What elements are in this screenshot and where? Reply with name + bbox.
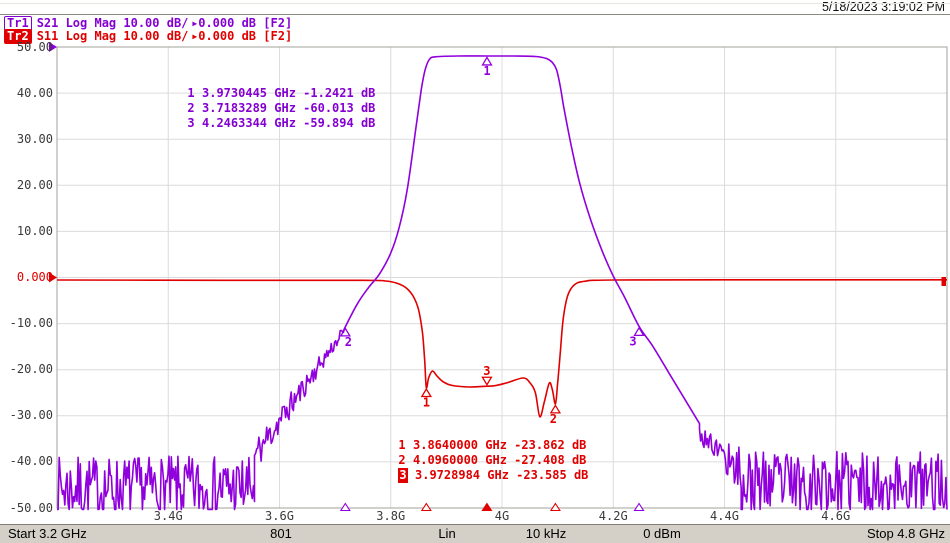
reference-arrow-icon: ▶ [192, 32, 198, 41]
axis-marker-icon[interactable] [481, 502, 493, 512]
marker-value-text: 3.8640000 GHz -23.862 dB [413, 438, 587, 452]
trace2-ref-value: 0.000 dB [198, 29, 257, 43]
trace1-header[interactable]: Tr1 S21 Log Mag 10.00 dB/▶0.000 dB [F2] [4, 16, 293, 31]
y-axis-label: -50.00 [9, 500, 53, 515]
trace2-header[interactable]: Tr2 S11 Log Mag 10.00 dB/▶0.000 dB [F2] [4, 29, 293, 44]
marker-s21-3[interactable]: 3 [629, 326, 645, 349]
y-axis-label: 50.00 [16, 39, 53, 54]
trace1-measure-label: S21 Log Mag 10.00 dB/ [36, 16, 189, 30]
trace2-id-badge[interactable]: Tr2 [4, 29, 32, 44]
x-axis-label: 4G [494, 509, 510, 523]
trace1-format: [F2] [263, 16, 293, 30]
x-axis-label: 3.8G [376, 509, 406, 523]
x-axis-label: 3.6G [265, 509, 294, 523]
svg-text:3: 3 [629, 334, 636, 348]
header-separator [0, 14, 950, 15]
marker-readout-row: 3 4.2463344 GHz -59.894 dB [187, 116, 375, 131]
trace-s21 [57, 55, 948, 511]
window-top-edge [0, 3, 950, 4]
marker-value-text: 4.2463344 GHz -59.894 dB [202, 116, 376, 130]
axis-marker-icon[interactable] [549, 502, 561, 512]
marker-number: 3 [187, 116, 195, 130]
x-axis-label: 4.2G [598, 509, 628, 523]
y-axis-label: -20.00 [9, 362, 53, 377]
marker-s11-3[interactable]: 3 [481, 364, 493, 386]
s21-marker-readout: 1 3.9730445 GHz -1.2421 dB 2 3.7183289 GHz … [187, 86, 375, 131]
marker-s21-2[interactable]: 2 [339, 327, 352, 349]
svg-text:2: 2 [345, 335, 352, 349]
y-axis-label: 40.00 [16, 85, 53, 100]
svg-text:1: 1 [423, 396, 430, 410]
output-power[interactable]: 0 dBm [643, 526, 681, 541]
marker-readout-row: 3 3.9728984 GHz -23.585 dB [398, 468, 588, 483]
marker-readout-row: 2 3.7183289 GHz -60.013 dB [187, 101, 375, 116]
marker-s11-2[interactable]: 2 [549, 404, 562, 426]
reference-level-arrow-icon[interactable] [49, 272, 57, 283]
s11-trace-end-tick [941, 277, 946, 286]
marker-value-text: 3.9730445 GHz -1.2421 dB [202, 86, 376, 100]
trace2-format: [F2] [263, 29, 293, 43]
marker-s11-1[interactable]: 1 [420, 387, 432, 410]
sweep-points[interactable]: 801 [270, 526, 292, 541]
marker-number: 2 [187, 101, 195, 115]
start-frequency[interactable]: Start 3.2 GHz [8, 526, 87, 541]
y-axis-label: -40.00 [9, 454, 53, 469]
sweep-type[interactable]: Lin [438, 526, 456, 541]
x-axis-label: 4.4G [710, 509, 739, 523]
axis-marker-icon[interactable] [633, 502, 645, 512]
stop-frequency[interactable]: Stop 4.8 GHz [866, 526, 945, 541]
marker-number: 2 [398, 453, 406, 467]
marker-value-text: 4.0960000 GHz -27.408 dB [413, 453, 587, 467]
y-axis-label: 10.00 [16, 223, 53, 238]
y-axis-label: 0.000 [16, 270, 53, 284]
y-axis-label: -30.00 [9, 408, 53, 423]
axis-marker-icon[interactable] [339, 502, 351, 512]
active-marker-number-badge: 3 [398, 468, 408, 483]
marker-number: 1 [398, 438, 406, 452]
y-axis-label: 30.00 [16, 131, 53, 146]
trace2-measure-label: S11 Log Mag 10.00 dB/ [36, 29, 189, 43]
y-axis-label: -10.00 [9, 316, 53, 331]
y-axis-label: 20.00 [16, 177, 53, 192]
if-bandwidth[interactable]: 10 kHz [525, 526, 567, 541]
x-axis-label: 3.4G [153, 509, 183, 523]
trace-s11 [56, 278, 947, 418]
axis-marker-icon[interactable] [420, 502, 432, 512]
x-axis-label: 4.6G [821, 509, 851, 523]
reference-arrow-icon: ▶ [192, 19, 198, 28]
marker-readout-row: 1 3.8640000 GHz -23.862 dB [398, 438, 588, 453]
marker-s21-1[interactable]: 1 [481, 56, 493, 78]
trace1-ref-value: 0.000 dB [198, 16, 257, 30]
marker-value-text: 3.7183289 GHz -60.013 dB [202, 101, 376, 115]
s11-marker-readout: 1 3.8640000 GHz -23.862 dB 2 4.0960000 GHz … [398, 438, 588, 483]
reference-level-arrow-icon[interactable] [49, 42, 57, 52]
svg-text:3: 3 [483, 364, 490, 378]
marker-readout-row: 1 3.9730445 GHz -1.2421 dB [187, 86, 375, 101]
marker-value-text: 3.9728984 GHz -23.585 dB [415, 468, 589, 482]
status-bar: Start 3.2 GHz 801 Lin 10 kHz 0 dBm Stop … [0, 524, 950, 543]
svg-text:1: 1 [483, 64, 490, 78]
marker-readout-row: 2 4.0960000 GHz -27.408 dB [398, 453, 588, 468]
grid [56, 46, 948, 509]
marker-number: 1 [187, 86, 195, 100]
svg-text:2: 2 [550, 412, 557, 426]
